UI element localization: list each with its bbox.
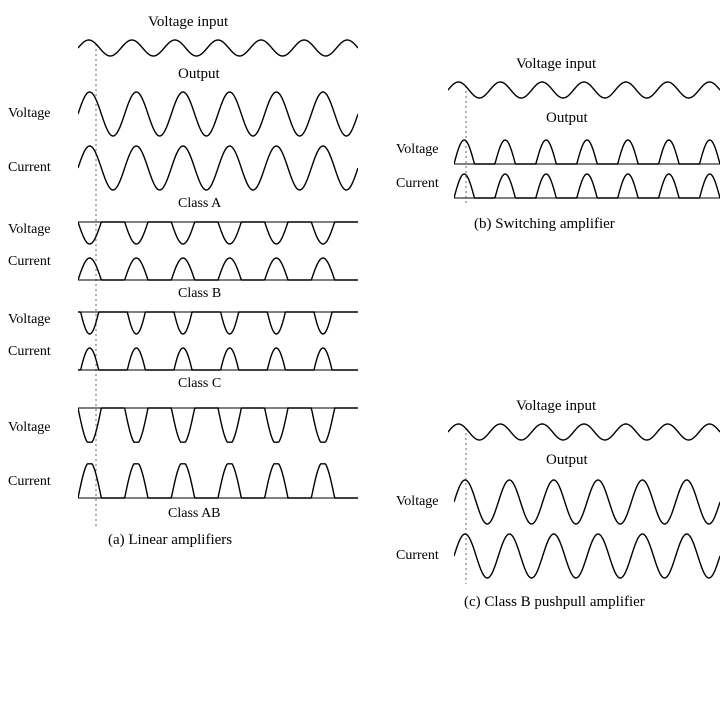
panel-a-classB-voltage-label: Voltage bbox=[8, 222, 51, 238]
panel-a-classA-current-wave bbox=[78, 142, 358, 194]
panel-b-input-wave bbox=[448, 76, 720, 104]
panel-b-input-title: Voltage input bbox=[516, 56, 596, 73]
panel-a-classAB-label: Class AB bbox=[168, 506, 221, 522]
panel-b-caption: (b) Switching amplifier bbox=[474, 216, 615, 233]
panel-c-voltage-wave bbox=[454, 476, 720, 528]
panel-b-voltage-label: Voltage bbox=[396, 142, 439, 158]
panel-a-classAB-voltage-label: Voltage bbox=[8, 420, 51, 436]
panel-a-classAB-current-label: Current bbox=[8, 474, 51, 490]
panel-c-current-label: Current bbox=[396, 548, 439, 564]
panel-c-input-wave bbox=[448, 418, 720, 446]
panel-b-current-wave bbox=[454, 168, 720, 202]
panel-a-classC-voltage-label: Voltage bbox=[8, 312, 51, 328]
panel-c-voltage-label: Voltage bbox=[396, 494, 439, 510]
panel-c-output-title: Output bbox=[546, 452, 588, 469]
panel-b-voltage-wave bbox=[454, 134, 720, 168]
panel-a-classB-current-wave bbox=[78, 252, 358, 284]
panel-a-classB-voltage-wave bbox=[78, 218, 358, 250]
panel-a-classA-label: Class A bbox=[178, 196, 221, 212]
panel-c-caption: (c) Class B pushpull amplifier bbox=[464, 594, 645, 611]
panel-a-input-title: Voltage input bbox=[148, 14, 228, 31]
panel-b-current-label: Current bbox=[396, 176, 439, 192]
panel-a-classAB-voltage-wave bbox=[78, 402, 358, 450]
panel-a-classC-label: Class C bbox=[178, 376, 221, 392]
panel-a-classAB-current-wave bbox=[78, 456, 358, 504]
panel-a-classA-current-label: Current bbox=[8, 160, 51, 176]
panel-a-classC-current-wave bbox=[78, 342, 358, 374]
panel-a-classB-current-label: Current bbox=[8, 254, 51, 270]
panel-c-current-wave bbox=[454, 530, 720, 582]
panel-c-input-title: Voltage input bbox=[516, 398, 596, 415]
panel-a-classC-voltage-wave bbox=[78, 308, 358, 340]
panel-a-classB-label: Class B bbox=[178, 286, 221, 302]
panel-b-output-title: Output bbox=[546, 110, 588, 127]
panel-a-output-title: Output bbox=[178, 66, 220, 83]
panel-a-input-wave bbox=[78, 34, 358, 62]
panel-a-classA-voltage-label: Voltage bbox=[8, 106, 51, 122]
panel-a-classA-voltage-wave bbox=[78, 88, 358, 140]
panel-a-classC-current-label: Current bbox=[8, 344, 51, 360]
panel-a-caption: (a) Linear amplifiers bbox=[108, 532, 232, 549]
